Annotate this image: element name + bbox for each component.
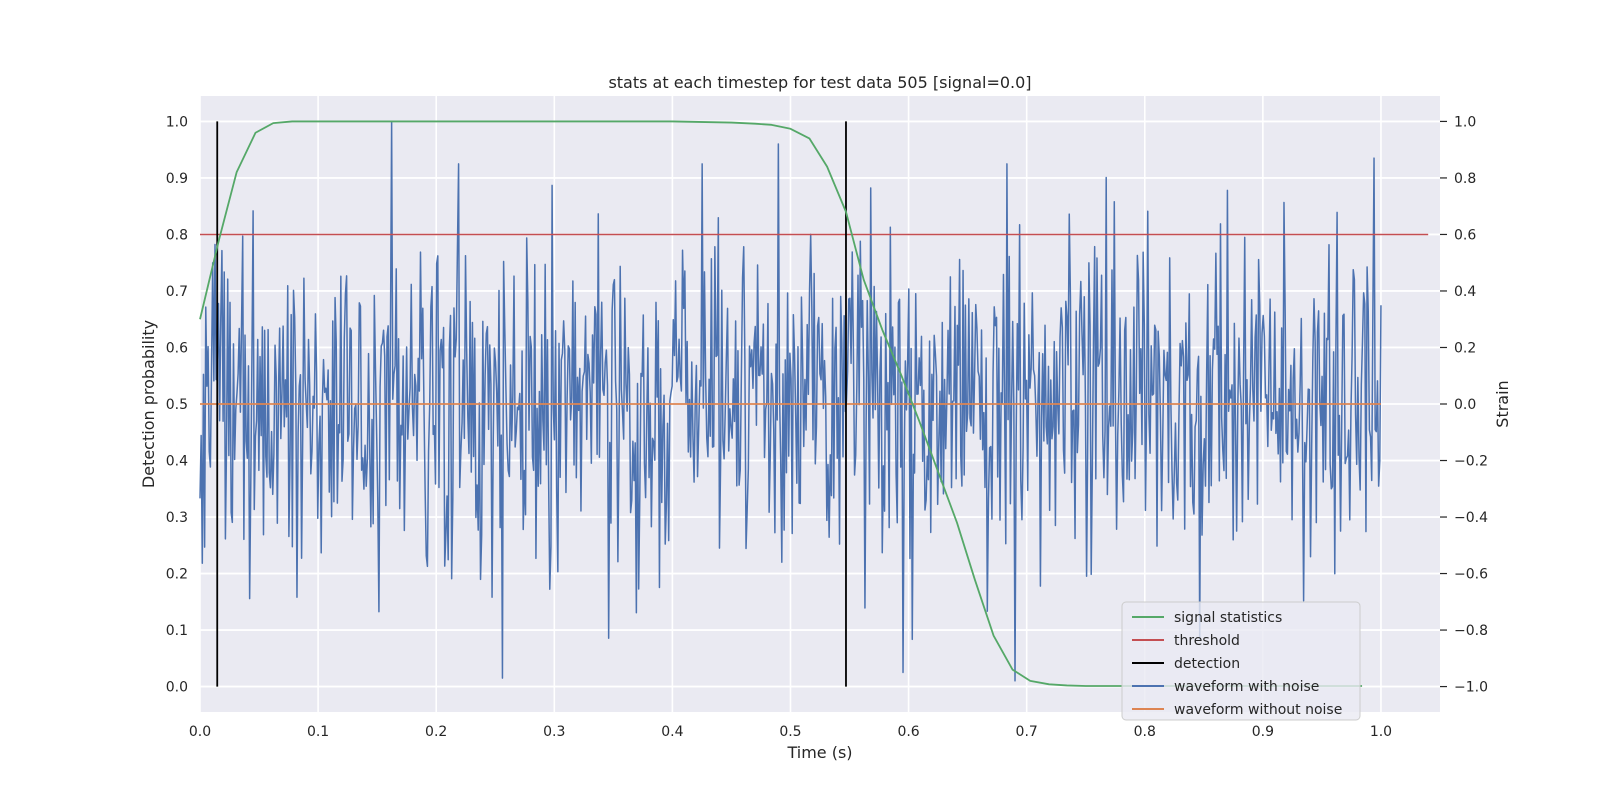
y-tick-label-right: 1.0 bbox=[1454, 114, 1476, 130]
x-tick-label: 0.0 bbox=[189, 724, 211, 740]
y-tick-label-left: 0.0 bbox=[166, 680, 188, 696]
x-tick-label: 0.3 bbox=[543, 724, 565, 740]
y-tick-label-right: 0.2 bbox=[1454, 340, 1476, 356]
y-tick-label-right: 0.4 bbox=[1454, 284, 1476, 300]
series-line-signal-statistics bbox=[199, 120, 1363, 687]
y-tick-label-right: −1.0 bbox=[1454, 680, 1488, 696]
y-tick-label-left: 0.5 bbox=[166, 397, 188, 413]
y-ticks-right: −1.0 −0.8 −0.6 −0.4 −0.2 0.0 0.2 0.4 0.6 0.8 1.0 bbox=[1440, 114, 1488, 696]
y-tick-label-right: −0.2 bbox=[1454, 454, 1488, 470]
legend-label-detection: detection bbox=[1174, 656, 1240, 672]
y-tick-label-right: −0.6 bbox=[1454, 567, 1488, 583]
x-ticks: 0.0 0.1 0.2 0.3 0.4 0.5 0.6 0.7 0.8 0.9 1.0 bbox=[189, 724, 1392, 740]
y-tick-label-left: 0.7 bbox=[166, 284, 188, 300]
x-tick-label: 0.2 bbox=[425, 724, 447, 740]
x-axis-label: Time (s) bbox=[786, 743, 852, 762]
y-tick-label-left: 1.0 bbox=[166, 114, 188, 130]
y-tick-label-right: 0.0 bbox=[1454, 397, 1476, 413]
y-tick-label-right: 0.8 bbox=[1454, 171, 1476, 187]
x-tick-label: 0.8 bbox=[1134, 724, 1156, 740]
y-tick-label-left: 0.4 bbox=[166, 454, 188, 470]
y-ticks-left: 0.0 0.1 0.2 0.3 0.4 0.5 0.6 0.7 0.8 0.9 1.0 bbox=[166, 114, 188, 695]
y-tick-label-left: 0.6 bbox=[166, 340, 188, 356]
y-axis-label-right: Strain bbox=[1493, 380, 1512, 427]
x-tick-label: 0.7 bbox=[1016, 724, 1038, 740]
legend-label-waveform-without-noise: waveform without noise bbox=[1174, 702, 1342, 718]
y-tick-label-right: −0.8 bbox=[1454, 623, 1488, 639]
series-layer bbox=[199, 120, 1429, 687]
y-tick-label-left: 0.1 bbox=[166, 623, 188, 639]
y-tick-label-right: 0.6 bbox=[1454, 227, 1476, 243]
legend-label-waveform-with-noise: waveform with noise bbox=[1174, 679, 1319, 695]
x-tick-label: 0.6 bbox=[897, 724, 919, 740]
chart-title: stats at each timestep for test data 505… bbox=[608, 73, 1031, 92]
x-tick-label: 0.1 bbox=[307, 724, 329, 740]
legend-label-threshold: threshold bbox=[1174, 633, 1240, 649]
series-line-waveform-with-noise bbox=[199, 120, 1382, 682]
legend-label-signal-statistics: signal statistics bbox=[1174, 610, 1282, 626]
y-tick-label-left: 0.3 bbox=[166, 510, 188, 526]
y-tick-label-left: 0.9 bbox=[166, 171, 188, 187]
legend-box bbox=[1121, 601, 1361, 721]
y-tick-label-left: 0.8 bbox=[166, 227, 188, 243]
legend: signal statistics threshold detection wa… bbox=[1121, 601, 1361, 721]
y-axis-label-left: Detection probability bbox=[139, 320, 158, 488]
x-tick-label: 1.0 bbox=[1370, 724, 1392, 740]
y-tick-label-right: −0.4 bbox=[1454, 510, 1488, 526]
x-tick-label: 0.9 bbox=[1252, 724, 1274, 740]
x-tick-label: 0.4 bbox=[661, 724, 683, 740]
x-tick-label: 0.5 bbox=[779, 724, 801, 740]
y-tick-label-left: 0.2 bbox=[166, 567, 188, 583]
